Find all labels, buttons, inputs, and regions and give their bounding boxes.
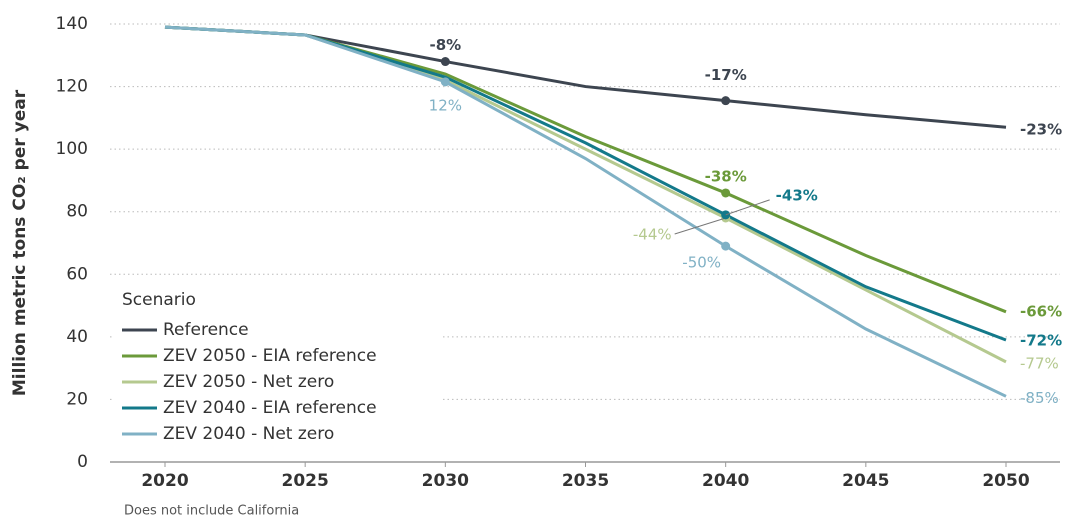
- annotation: -8%: [429, 36, 461, 54]
- annotation: -38%: [705, 167, 747, 185]
- series-line: [164, 25, 1007, 129]
- legend-label: ZEV 2040 - EIA reference: [163, 398, 377, 418]
- legend-label: ZEV 2050 - EIA reference: [163, 346, 377, 366]
- legend-label: ZEV 2050 - Net zero: [163, 372, 334, 392]
- annotation: -17%: [705, 66, 747, 84]
- series-line: [164, 25, 1007, 398]
- annotation: -50%: [682, 254, 721, 272]
- y-tick-label: 60: [66, 264, 88, 284]
- point-marker: [721, 96, 731, 106]
- annotation: -23%: [1020, 121, 1062, 139]
- annotation: -85%: [1020, 389, 1059, 407]
- x-tick-label: 2025: [282, 471, 329, 491]
- x-tick-label: 2045: [842, 471, 889, 491]
- y-tick-label: 100: [56, 139, 88, 159]
- legend-box: [112, 284, 442, 450]
- y-tick-label: 40: [66, 327, 88, 347]
- annotation: 12%: [429, 96, 462, 114]
- point-marker: [440, 57, 450, 67]
- annotation: -77%: [1020, 354, 1059, 372]
- y-tick-label: 0: [77, 452, 88, 472]
- point-marker: [721, 188, 731, 198]
- leader-line: [674, 217, 726, 235]
- x-tick-label: 2020: [141, 471, 188, 491]
- y-tick-label: 20: [66, 389, 88, 409]
- x-tick-label: 2035: [562, 471, 609, 491]
- x-tick-label: 2050: [982, 471, 1029, 491]
- legend-label: Reference: [163, 320, 249, 340]
- legend-label: ZEV 2040 - Net zero: [163, 424, 334, 444]
- note: Does not include California: [124, 504, 299, 519]
- y-tick-label: 80: [66, 202, 88, 222]
- y-axis-label: Million metric tons CO₂ per year: [10, 89, 30, 396]
- annotation: -72%: [1020, 331, 1062, 349]
- annotation: -43%: [776, 186, 818, 204]
- y-tick-label: 140: [56, 14, 88, 34]
- series-line: [164, 25, 1007, 314]
- leader-line: [725, 199, 770, 216]
- x-tick-label: 2040: [702, 471, 749, 491]
- annotation: -66%: [1020, 302, 1062, 320]
- y-tick-label: 120: [56, 77, 88, 97]
- point-marker: [721, 241, 731, 251]
- point-marker: [440, 77, 450, 87]
- legend-title: Scenario: [122, 290, 196, 310]
- annotation: -44%: [633, 225, 672, 243]
- x-tick-label: 2030: [422, 471, 469, 491]
